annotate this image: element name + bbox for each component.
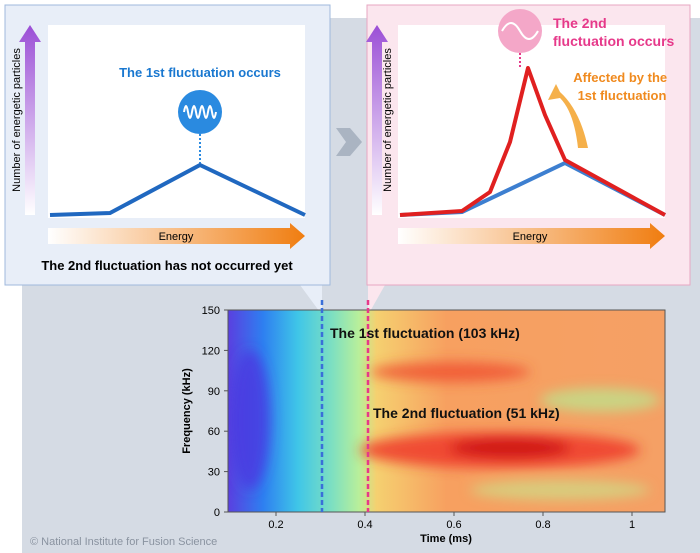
spectrogram bbox=[228, 310, 665, 512]
heat-region bbox=[230, 350, 270, 490]
x-axis-label: Energy bbox=[513, 231, 548, 243]
distribution-line bbox=[49, 162, 306, 217]
callout bbox=[300, 285, 322, 315]
x-tick-label: 1 bbox=[629, 519, 635, 531]
heat-region bbox=[540, 388, 660, 412]
x-arrow bbox=[48, 223, 305, 249]
ticks: 0 30 60 90 120 150 0.2 0.4 0.6 0.8 1 bbox=[202, 305, 635, 531]
plot-area bbox=[398, 25, 665, 218]
plot-area bbox=[48, 25, 305, 218]
annotation: The 2nd fluctuation (51 kHz) bbox=[373, 405, 560, 421]
heat-region bbox=[470, 480, 650, 500]
annotation: The 1st fluctuation occurs bbox=[119, 65, 281, 80]
note: Affected by the 1st fluctuation bbox=[573, 70, 671, 103]
y-tick-label: 150 bbox=[202, 305, 220, 317]
y-tick-label: 120 bbox=[202, 345, 220, 357]
y-tick-label: 0 bbox=[214, 507, 220, 519]
annotation: The 2nd fluctuation occurs bbox=[553, 15, 675, 49]
effect-arrow bbox=[548, 84, 588, 148]
caption: The 2nd fluctuation has not occurred yet bbox=[41, 258, 293, 273]
y-axis-label: Number of energetic particles bbox=[382, 48, 394, 192]
y-arrow bbox=[19, 25, 41, 215]
x-tick-label: 0.8 bbox=[535, 519, 550, 531]
credit: © National Institute for Fusion Science bbox=[30, 536, 217, 548]
y-tick-label: 60 bbox=[208, 426, 220, 438]
x-tick-label: 0.4 bbox=[357, 519, 372, 531]
y-axis-label: Frequency (kHz) bbox=[181, 368, 193, 454]
x-arrow bbox=[398, 223, 665, 249]
annotation: The 1st fluctuation (103 kHz) bbox=[330, 325, 520, 341]
heat-region bbox=[450, 438, 570, 458]
y-arrow bbox=[366, 25, 388, 215]
y-axis-label: Number of energetic particles bbox=[11, 48, 23, 192]
transition-arrow bbox=[336, 128, 362, 156]
x-axis-label: Energy bbox=[159, 231, 194, 243]
coupled-line bbox=[399, 66, 666, 217]
plot-frame bbox=[227, 309, 666, 513]
y-tick-label: 90 bbox=[208, 386, 220, 398]
wave bbox=[183, 105, 217, 119]
x-axis-label: Time (ms) bbox=[420, 533, 472, 545]
heat-region bbox=[370, 362, 530, 382]
wave bbox=[501, 22, 539, 40]
y-tick-label: 30 bbox=[208, 467, 220, 479]
x-tick-label: 0.2 bbox=[268, 519, 283, 531]
callout bbox=[368, 285, 385, 315]
x-tick-label: 0.6 bbox=[446, 519, 461, 531]
